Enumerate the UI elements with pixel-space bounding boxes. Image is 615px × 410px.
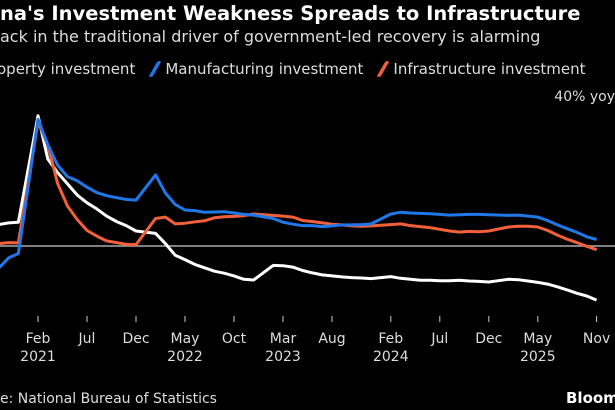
chart-title: na's Investment Weakness Spreads to Infr… bbox=[0, 2, 581, 25]
x-tick-label: May bbox=[171, 331, 200, 347]
x-tick-label: Feb bbox=[26, 331, 51, 347]
y-axis-unit-label: 40% yoy bbox=[554, 89, 615, 105]
x-tick-label: May bbox=[523, 331, 552, 347]
brand-logo: Bloom bbox=[566, 389, 615, 407]
x-tick-year-label: 2023 bbox=[265, 349, 301, 365]
source-note: e: National Bureau of Statistics bbox=[0, 391, 217, 407]
x-tick-label: Jul bbox=[78, 331, 96, 347]
series-line-property bbox=[0, 114, 598, 302]
x-tick-label: Dec bbox=[122, 331, 149, 347]
line-chart: Feb 2021 Jul Dec May 2022 Oct Mar 2023 Aug Feb 2024… bbox=[0, 114, 615, 365]
x-tick-label: Mar bbox=[270, 331, 297, 347]
x-tick-label: Oct bbox=[222, 331, 247, 347]
series-line-manufacturing bbox=[0, 117, 597, 270]
x-tick-label: Jul bbox=[430, 331, 448, 347]
x-tick-label: Feb bbox=[378, 331, 403, 347]
x-tick-year-label: 2022 bbox=[167, 349, 203, 365]
x-tick-label: Dec bbox=[475, 331, 502, 347]
x-tick-year-label: 2024 bbox=[373, 349, 409, 365]
x-tick-year-label: 2021 bbox=[20, 349, 56, 365]
legend: operty investment Manufacturing investme… bbox=[0, 60, 586, 78]
x-tick-year-label: 2025 bbox=[520, 349, 556, 365]
series-line-infrastructure bbox=[0, 120, 598, 252]
legend-manufacturing-label: Manufacturing investment bbox=[165, 60, 364, 78]
x-tick-label: Nov bbox=[583, 331, 610, 347]
legend-infrastructure-label: Infrastructure investment bbox=[393, 60, 586, 78]
x-tick-label: Aug bbox=[318, 331, 345, 347]
chart-subtitle: ack in the traditional driver of governm… bbox=[0, 27, 541, 46]
legend-property-label: operty investment bbox=[0, 60, 136, 78]
